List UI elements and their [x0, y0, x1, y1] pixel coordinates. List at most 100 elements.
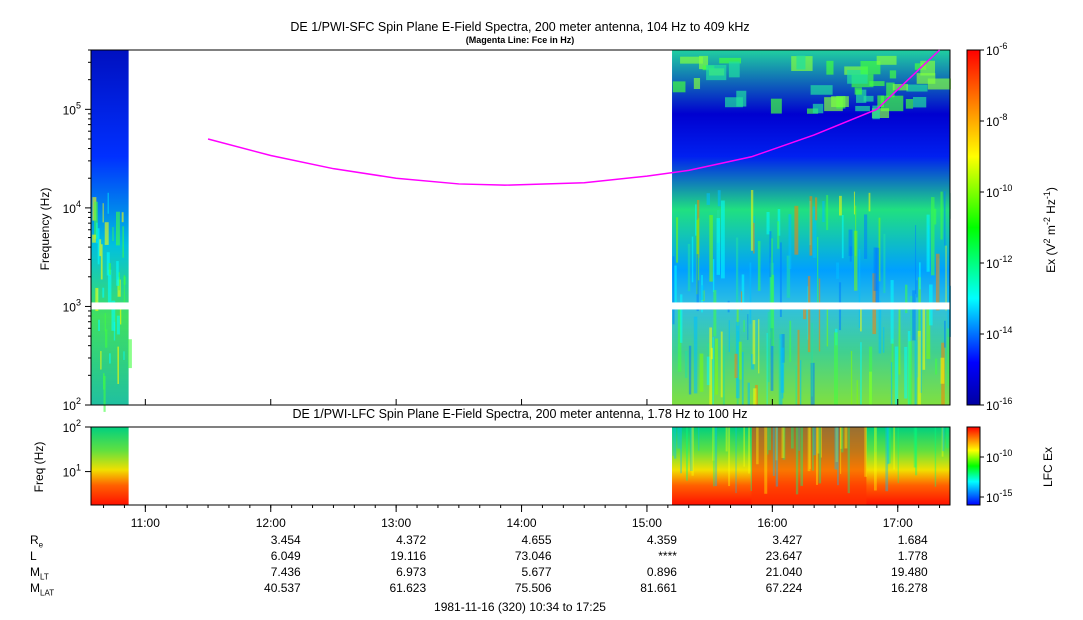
sfc-texture-stripe	[684, 351, 688, 378]
sfc-texture-stripe	[111, 300, 116, 331]
lfc-texture-stripe	[893, 427, 896, 470]
sfc-texture-stripe	[104, 222, 109, 245]
sfc-texture-stripe	[809, 196, 813, 256]
sfc-texture-stripe	[789, 320, 792, 362]
sfc-texture-stripe	[706, 356, 711, 386]
lfc-texture-stripe	[725, 427, 728, 452]
lfc-texture-stripe	[728, 427, 731, 487]
ephemeris-row-label: Re	[30, 533, 44, 550]
sfc-texture-stripe	[747, 382, 750, 405]
time-axis: 11:00 12:00 13:00 14:00 15:00 16:00 17:00	[103, 399, 941, 530]
sfc-texture-stripe	[673, 265, 677, 307]
sfc-texture-stripe	[676, 217, 679, 263]
lfc-texture-stripe	[756, 427, 759, 465]
sfc-texture-stripe	[97, 228, 100, 265]
sfc-texture-stripe	[741, 351, 744, 405]
sfc-texture-stripe	[720, 331, 723, 398]
sfc-texture-stripe	[95, 287, 99, 312]
sfc-texture-stripe	[947, 285, 951, 337]
sfc-texture-stripe	[108, 263, 111, 275]
sfc-texture-stripe	[908, 341, 912, 405]
sfc-y-tick-label: 104	[63, 199, 81, 216]
ephemeris-value: 6.049	[270, 549, 301, 563]
sfc-texture-stripe	[854, 230, 858, 291]
sfc-texture-stripe	[915, 225, 917, 295]
ephemeris-value: 16.278	[891, 581, 928, 595]
sfc-texture-stripe	[687, 243, 691, 292]
sfc-texture-stripe	[850, 351, 853, 405]
sfc-texture-stripe	[922, 306, 926, 370]
lfc-texture-stripe	[764, 427, 768, 494]
lfc-hot-region	[751, 427, 867, 505]
lfc-texture-stripe	[750, 427, 752, 491]
sfc-texture-stripe	[716, 218, 721, 275]
sfc-texture-stripe	[118, 272, 121, 291]
sfc-y-tick-label: 102	[63, 396, 81, 413]
lfc-texture-stripe	[835, 427, 839, 463]
sfc-texture-stripe	[107, 269, 112, 308]
lfc-texture-stripe	[873, 427, 877, 491]
sfc-texture-stripe	[826, 195, 829, 231]
sfc-texture-stripe	[940, 357, 945, 384]
sfc-texture-stripe	[710, 347, 713, 360]
sfc-texture-stripe	[725, 97, 743, 108]
sfc-texture-stripe	[868, 192, 871, 212]
sfc-texture-stripe	[680, 294, 683, 343]
sfc-texture-stripe	[116, 261, 119, 286]
lfc-colorbar-label: LFC Ex	[1041, 447, 1055, 488]
lfc-texture-stripe	[885, 427, 889, 492]
sfc-texture-stripe	[113, 322, 116, 341]
time-tick-label: 15:00	[632, 516, 662, 530]
sfc-texture-stripe	[717, 190, 721, 207]
sfc-colorbar-label: Ex (V2 m-2 Hz-1)	[1042, 187, 1058, 273]
ephemeris-value: 40.537	[264, 581, 301, 595]
sfc-texture-stripe	[831, 96, 849, 108]
sfc-texture-stripe	[109, 353, 111, 364]
sfc-texture-stripe	[102, 203, 104, 223]
sfc-texture-stripe	[912, 290, 916, 341]
sfc-texture-stripe	[813, 362, 815, 405]
sfc-texture-stripe	[855, 105, 870, 112]
sfc-texture-stripe	[854, 87, 862, 95]
sfc-texture-stripe	[882, 327, 885, 353]
sfc-texture-stripe	[891, 338, 894, 390]
sfc-texture-stripe	[738, 341, 742, 380]
sfc-texture-stripe	[855, 205, 857, 257]
sfc-texture-stripe	[706, 64, 727, 81]
time-tick-label: 17:00	[883, 516, 913, 530]
sfc-texture-stripe	[740, 291, 743, 311]
sfc-texture-stripe	[876, 55, 897, 65]
sfc-texture-stripe	[100, 244, 103, 280]
sfc-texture-stripe	[894, 346, 899, 405]
sfc-texture-stripe	[860, 304, 862, 332]
sfc-texture-stripe	[871, 108, 890, 118]
ephemeris-row-label: MLAT	[30, 581, 55, 598]
sfc-texture-stripe	[119, 308, 122, 325]
lfc-texture-stripe	[817, 427, 820, 454]
lfc-texture-stripe	[795, 427, 799, 495]
lfc-texture-stripe	[812, 427, 814, 471]
lfc-texture-stripe	[818, 427, 822, 484]
sfc-texture-stripe	[753, 388, 757, 405]
time-tick-label: 16:00	[757, 516, 787, 530]
lfc-colorbar-tick-label: 10-10	[986, 448, 1012, 465]
sfc-colorbar-tick-label: 10-6	[986, 41, 1007, 58]
ephemeris-value: ****	[658, 549, 677, 563]
sfc-y-tick-label: 103	[63, 297, 81, 314]
sfc-plot-frame	[90, 49, 951, 406]
sfc-texture-stripe	[940, 191, 943, 240]
sfc-texture-stripe	[934, 358, 938, 375]
sfc-texture-stripe	[693, 78, 701, 90]
sfc-texture-stripe	[826, 60, 834, 75]
ephemeris-value: 5.677	[521, 565, 552, 579]
lfc-texture-stripe	[942, 427, 945, 452]
sfc-texture-stripe	[863, 214, 868, 259]
sfc-texture-stripe	[935, 253, 940, 311]
lfc-texture-stripe	[834, 427, 838, 470]
sfc-texture-stripe	[734, 353, 738, 378]
ephemeris-value: 3.427	[772, 533, 803, 547]
lfc-texture-stripe	[768, 427, 772, 451]
lfc-texture-stripe	[809, 427, 811, 470]
sfc-texture-stripe	[771, 274, 775, 346]
sfc-texture-stripe	[795, 365, 798, 405]
